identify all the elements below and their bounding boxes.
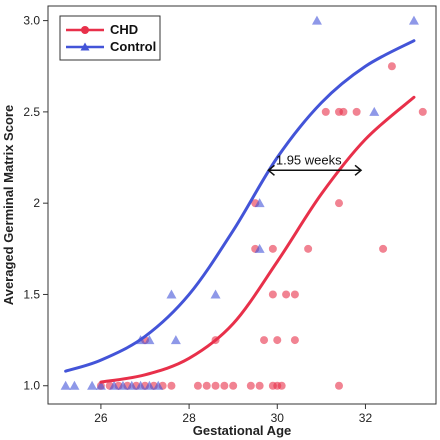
chd-point [167, 381, 176, 390]
chd-point [277, 381, 286, 390]
legend-label-chd: CHD [110, 22, 138, 37]
y-tick-label: 2 [33, 196, 40, 210]
y-tick-label: 2.5 [23, 105, 40, 119]
chd-point [273, 336, 282, 345]
control-point [170, 335, 181, 345]
control-point [210, 289, 221, 299]
legend-label-control: Control [110, 39, 156, 54]
chd-point [321, 107, 330, 116]
control-point [95, 380, 106, 390]
y-axis-label: Averaged Germinal Matrix Score [1, 105, 16, 305]
chd-point [339, 107, 348, 116]
chd-point [387, 62, 396, 71]
chd-point [246, 381, 255, 390]
chd-point [335, 199, 343, 208]
chd-point [282, 290, 291, 299]
x-tick-label: 32 [359, 411, 373, 425]
x-axis-label: Gestational Age [193, 423, 291, 438]
chd-point [202, 381, 211, 390]
control-point [254, 243, 265, 253]
control-point [408, 15, 419, 25]
y-tick-label: 1.5 [23, 287, 40, 301]
x-tick-label: 28 [182, 411, 196, 425]
fit-curves [64, 39, 416, 384]
control-point [126, 380, 137, 390]
chd-point [335, 381, 343, 390]
control-point [144, 380, 155, 390]
control-point [87, 380, 98, 390]
y-axis: 1.0 1.5 2 2.5 3.0 [23, 14, 48, 393]
legend-box [59, 15, 161, 61]
chd-point [379, 244, 388, 253]
control-point [166, 289, 177, 299]
x-tick-label: 30 [271, 411, 285, 425]
chd-point [268, 244, 277, 253]
control-point [117, 380, 128, 390]
annotation: 1.95 weeks [267, 152, 363, 176]
chd-point [304, 244, 313, 253]
control-fit-curve [64, 39, 416, 373]
legend: CHD Control [59, 15, 161, 61]
control-point [109, 380, 120, 390]
chd-point [211, 381, 220, 390]
chd-point [418, 107, 427, 116]
control-point [369, 106, 380, 116]
chd-point [255, 381, 264, 390]
chd-point [220, 381, 229, 390]
chd-point [290, 336, 299, 345]
annotation-arrowhead-left [267, 164, 275, 176]
chd-fit-curve [99, 95, 416, 384]
control-point [135, 380, 146, 390]
y-tick-label: 1.0 [23, 379, 40, 393]
control-point [69, 380, 80, 390]
y-tick-label: 3.0 [23, 14, 40, 28]
annotation-label: 1.95 weeks [276, 152, 342, 167]
control-point [144, 335, 155, 345]
data-points [60, 15, 427, 390]
chd-point [352, 107, 361, 116]
control-point [254, 198, 265, 208]
chd-point [260, 336, 269, 345]
annotation-arrowhead-right [354, 164, 363, 176]
legend-marker-chd [81, 26, 89, 34]
control-point [311, 15, 322, 25]
x-tick-label: 26 [94, 411, 108, 425]
plot-area [47, 5, 437, 405]
control-point [60, 380, 71, 390]
chd-point [290, 290, 299, 299]
control-point [153, 380, 164, 390]
chd-point [193, 381, 202, 390]
chd-point [268, 290, 277, 299]
chd-point [229, 381, 238, 390]
x-axis: 26 28 30 32 [94, 404, 372, 425]
legend-marker-control [80, 42, 90, 51]
